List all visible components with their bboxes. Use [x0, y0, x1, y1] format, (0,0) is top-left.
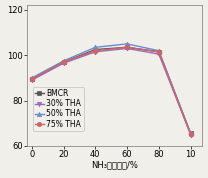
Line: BMCR: BMCR: [29, 45, 193, 136]
BMCR: [158, 51, 160, 53]
30% THA: [94, 51, 97, 53]
X-axis label: NH₃质量分数/%: NH₃质量分数/%: [91, 161, 138, 169]
30% THA: [189, 134, 192, 136]
75% THA: [62, 61, 65, 63]
30% THA: [126, 47, 128, 49]
50% THA: [31, 77, 33, 79]
Line: 75% THA: 75% THA: [29, 45, 193, 137]
Line: 30% THA: 30% THA: [29, 46, 193, 137]
30% THA: [158, 53, 160, 55]
Legend: BMCR, 30% THA, 50% THA, 75% THA: BMCR, 30% THA, 50% THA, 75% THA: [33, 87, 84, 131]
50% THA: [158, 50, 160, 52]
50% THA: [94, 46, 97, 48]
50% THA: [189, 132, 192, 135]
Line: 50% THA: 50% THA: [29, 41, 193, 136]
BMCR: [62, 61, 65, 63]
50% THA: [62, 60, 65, 62]
30% THA: [62, 62, 65, 64]
75% THA: [126, 46, 128, 48]
BMCR: [94, 48, 97, 51]
75% THA: [189, 133, 192, 135]
30% THA: [31, 79, 33, 81]
75% THA: [158, 51, 160, 53]
BMCR: [189, 132, 192, 135]
BMCR: [31, 78, 33, 80]
50% THA: [126, 43, 128, 45]
75% THA: [31, 78, 33, 80]
75% THA: [94, 50, 97, 52]
BMCR: [126, 46, 128, 48]
